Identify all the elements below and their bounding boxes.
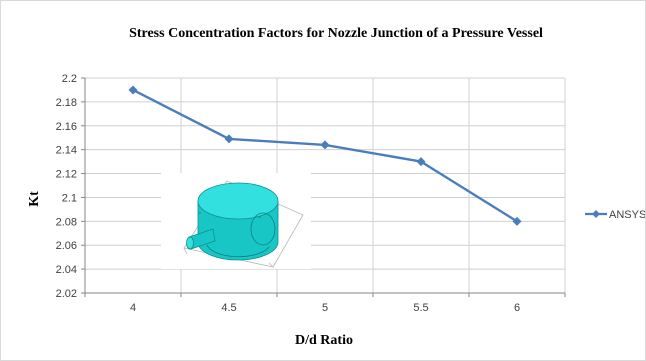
series-layer	[128, 85, 522, 226]
x-axis-title: D/d Ratio	[295, 333, 353, 348]
y-tick-label: 2.1	[62, 192, 77, 204]
chart-title: Stress Concentration Factors for Nozzle …	[129, 26, 543, 41]
x-tick-label: 5.5	[413, 302, 428, 314]
data-point	[128, 85, 138, 95]
y-tick-label: 2.2	[62, 73, 77, 85]
data-point	[416, 157, 426, 167]
legend-label-ansys: ANSYS	[609, 209, 645, 221]
y-tick-label: 2.12	[56, 169, 77, 181]
x-tick-label: 6	[514, 302, 520, 314]
data-point	[512, 216, 522, 226]
x-tick-label: 4.5	[221, 302, 236, 314]
data-point	[224, 134, 234, 144]
y-axis-title: Kt	[27, 191, 42, 207]
y-tick-label: 2.06	[56, 240, 77, 252]
x-axis-ticks: 4 4.5 5 5.5 6	[84, 293, 566, 314]
pressure-vessel-model-image	[161, 173, 311, 269]
grid	[84, 77, 566, 294]
y-tick-label: 2.18	[56, 97, 77, 109]
y-tick-label: 2.16	[56, 121, 77, 133]
x-tick-label: 5	[322, 302, 328, 314]
legend: ANSYS	[585, 209, 645, 221]
y-tick-label: 2.02	[56, 288, 77, 300]
y-tick-label: 2.14	[56, 145, 77, 157]
x-tick-label: 4	[130, 302, 136, 314]
y-axis-ticks: 2.02 2.04 2.06 2.08 2.1 2.12 2.14 2.16 2.18 2.2	[56, 73, 85, 300]
y-tick-label: 2.08	[56, 216, 77, 228]
y-tick-label: 2.04	[56, 264, 77, 276]
data-point	[320, 140, 330, 150]
